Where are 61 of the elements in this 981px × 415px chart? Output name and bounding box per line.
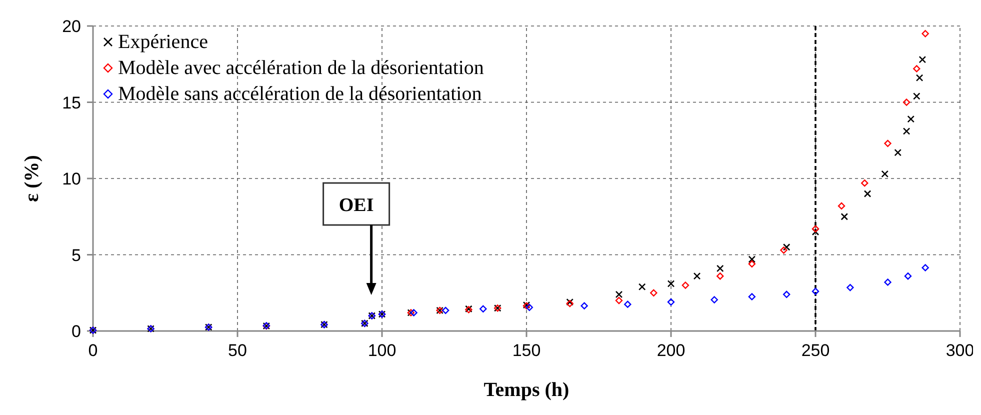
point bbox=[624, 300, 632, 308]
point bbox=[667, 298, 675, 306]
point bbox=[615, 296, 623, 304]
y-tick-label: 0 bbox=[72, 322, 81, 341]
point bbox=[442, 306, 450, 314]
point bbox=[748, 260, 756, 268]
annotation: OEI bbox=[338, 195, 374, 216]
point bbox=[638, 283, 646, 290]
x-axis-title: Temps (h) bbox=[484, 379, 570, 401]
x-tick-label: 0 bbox=[88, 341, 98, 360]
y-tick-label: 20 bbox=[62, 17, 81, 36]
point bbox=[667, 280, 675, 288]
point bbox=[902, 98, 910, 106]
point bbox=[615, 290, 623, 298]
point bbox=[650, 289, 658, 296]
point bbox=[881, 170, 889, 178]
point bbox=[864, 190, 872, 198]
point bbox=[710, 296, 718, 304]
point bbox=[812, 288, 820, 295]
x-tick-label: 200 bbox=[656, 341, 686, 360]
point bbox=[884, 140, 892, 148]
y-tick-label: 5 bbox=[72, 246, 81, 265]
x-tick-label: 50 bbox=[228, 341, 247, 360]
y-tick-label: 15 bbox=[62, 93, 81, 112]
point bbox=[748, 293, 756, 300]
point bbox=[913, 65, 920, 72]
point bbox=[922, 30, 929, 38]
point bbox=[922, 264, 929, 272]
point bbox=[748, 256, 756, 263]
point bbox=[782, 243, 790, 251]
y-tick-label: 10 bbox=[62, 170, 81, 188]
point bbox=[861, 179, 868, 187]
point bbox=[716, 264, 724, 272]
point bbox=[410, 309, 418, 316]
point bbox=[904, 272, 912, 280]
x-tick-label: 250 bbox=[801, 341, 830, 360]
y-axis-title: ε (%) bbox=[21, 155, 43, 202]
point bbox=[840, 212, 848, 220]
point bbox=[812, 225, 820, 232]
point bbox=[480, 305, 487, 312]
point bbox=[913, 92, 920, 100]
point bbox=[846, 284, 854, 292]
legend-label: Modèle avec accélération de la désorientation bbox=[118, 57, 484, 79]
legend-label: Expérience bbox=[118, 31, 208, 53]
x-tick-label: 150 bbox=[512, 341, 541, 360]
point bbox=[682, 282, 690, 289]
point bbox=[780, 246, 788, 254]
point bbox=[916, 74, 924, 82]
x-tick-label: 100 bbox=[368, 341, 396, 360]
point bbox=[918, 56, 926, 64]
point bbox=[693, 272, 701, 280]
point bbox=[884, 278, 892, 286]
point bbox=[526, 304, 533, 311]
legend-label: Modèle sans accélération de la désorientation bbox=[118, 83, 482, 105]
point bbox=[907, 115, 915, 123]
point bbox=[902, 128, 910, 135]
point bbox=[783, 290, 790, 298]
point bbox=[716, 272, 724, 280]
point bbox=[838, 202, 846, 210]
point bbox=[894, 148, 902, 156]
point bbox=[580, 302, 588, 310]
